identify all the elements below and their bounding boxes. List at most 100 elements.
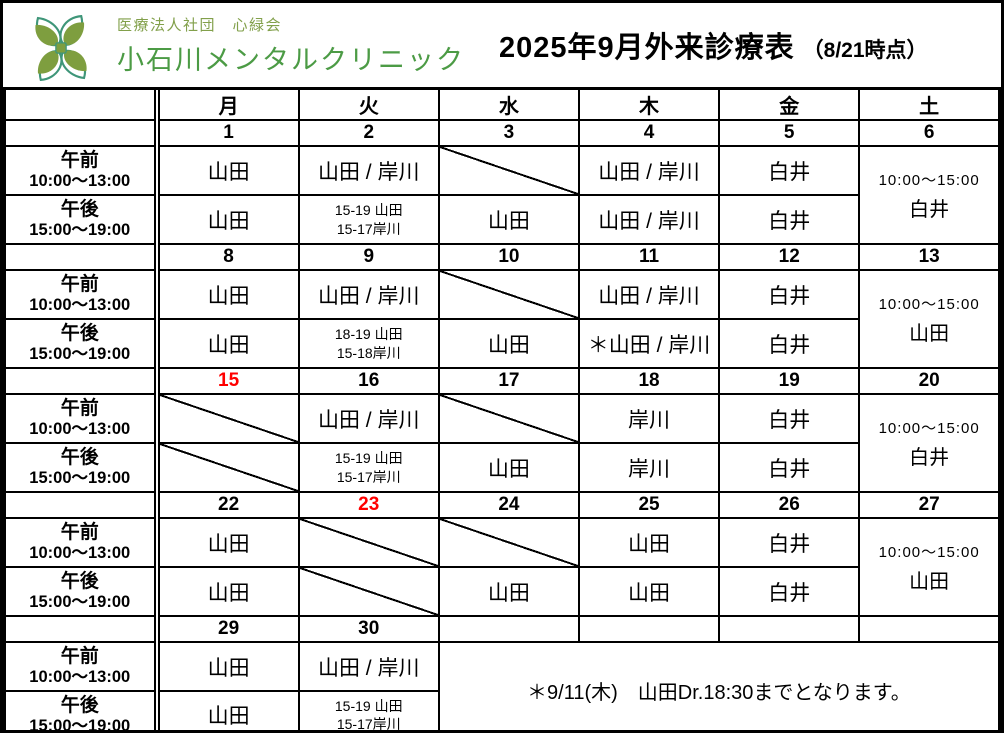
am-row: 午前 10:00～13:00 山田 山田 / 岸川 山田 / 岸川 白井 10:… <box>3 145 1001 245</box>
clinic-logo-icon <box>35 14 87 82</box>
date-cell <box>577 615 721 643</box>
doctor-cell: ＊山田 / 岸川 <box>577 318 721 369</box>
pm-label: 午後 15:00～19:00 <box>3 318 156 369</box>
am-row: 午前 10:00～13:00 山田 山田 白井 10:00～15:00 山田 <box>3 517 1001 617</box>
date-cell <box>858 615 1001 643</box>
saturday-cell: 10:00～15:00 山田 <box>858 517 1001 617</box>
day-header-mon: 月 <box>157 87 300 121</box>
page-title: 2025年9月外来診療表 <box>499 32 795 64</box>
date-row: 8 9 10 11 12 13 <box>3 243 1001 271</box>
org-name: 医療法人社団 心緑会 <box>117 16 283 34</box>
doctor-cell: 白井 <box>718 318 861 369</box>
doctor-cell: 山田 / 岸川 <box>577 145 721 196</box>
closed-cell <box>297 517 440 568</box>
doctor-cell: 山田 <box>157 269 300 320</box>
doctor-cell: 山田 / 岸川 <box>297 393 440 444</box>
date-cell: 17 <box>437 367 580 395</box>
date-cell: 19 <box>718 367 861 395</box>
doctor-cell: 白井 <box>718 145 861 196</box>
closed-cell <box>297 566 440 617</box>
saturday-cell: 10:00～15:00 山田 <box>858 269 1001 369</box>
doctor-cell: 山田 <box>437 194 580 245</box>
day-header-fri: 金 <box>718 87 861 121</box>
doctor-cell: 15-19 山田 15-17岸川 <box>297 442 440 493</box>
date-cell: 24 <box>437 491 580 519</box>
date-cell: 13 <box>858 243 1001 271</box>
as-of-date: （8/21時点） <box>802 39 928 62</box>
doctor-cell: 白井 <box>718 269 861 320</box>
doctor-cell: 山田 <box>577 566 721 617</box>
doctor-cell: 山田 <box>157 690 300 730</box>
footnote: ＊9/11(木) 山田Dr.18:30までとなります。 <box>437 641 1001 730</box>
date-cell: 12 <box>718 243 861 271</box>
page-header: 医療法人社団 心緑会 小石川メンタルクリニック 2025年9月外来診療表 （8/… <box>3 3 1001 87</box>
doctor-cell: 山田 <box>157 566 300 617</box>
pm-label: 午後 15:00～19:00 <box>3 194 156 245</box>
date-cell: 11 <box>577 243 721 271</box>
am-label: 午前 10:00～13:00 <box>3 145 156 196</box>
date-cell: 2 <box>297 119 440 147</box>
doctor-cell: 山田 <box>157 194 300 245</box>
closed-cell <box>437 393 580 444</box>
doctor-cell: 山田 <box>157 641 300 692</box>
date-cell: 26 <box>718 491 861 519</box>
doctor-cell: 山田 <box>157 517 300 568</box>
title-block: 2025年9月外来診療表 （8/21時点） <box>499 24 928 66</box>
date-cell: 6 <box>858 119 1001 147</box>
doctor-cell: 白井 <box>718 517 861 568</box>
doctor-cell: 白井 <box>718 393 861 444</box>
doctor-cell: 山田 / 岸川 <box>297 269 440 320</box>
doctor-cell: 18-19 山田 15-18岸川 <box>297 318 440 369</box>
doctor-cell: 山田 <box>577 517 721 568</box>
pm-row: 午後 15:00～19:00 山田 山田 山田 白井 <box>3 566 1000 617</box>
corner-cell <box>3 87 156 121</box>
date-row: 22 23 24 25 26 27 <box>3 491 1001 519</box>
day-header-row: 月 火 水 木 金 土 <box>3 87 1001 121</box>
schedule-table: 月 火 水 木 金 土 1 2 3 4 5 6 午前 10:00～13:00 山… <box>3 87 1001 730</box>
am-row: 午前 10:00～13:00 山田 山田 / 岸川 ＊9/11(木) 山田Dr.… <box>3 641 1001 730</box>
pm-label: 午後 15:00～19:00 <box>3 690 156 730</box>
doctor-cell: 白井 <box>718 442 861 493</box>
date-cell: 30 <box>297 615 440 643</box>
am-row: 午前 10:00～13:00 山田 / 岸川 岸川 白井 10:00～15:00… <box>3 393 1001 493</box>
date-cell: 9 <box>297 243 440 271</box>
date-cell: 1 <box>157 119 300 147</box>
date-cell: 3 <box>437 119 580 147</box>
date-cell: 29 <box>157 615 300 643</box>
doctor-cell: 山田 <box>437 566 580 617</box>
doctor-cell: 山田 / 岸川 <box>297 641 440 692</box>
day-header-tue: 火 <box>297 87 440 121</box>
saturday-cell: 10:00～15:00 白井 <box>858 393 1001 493</box>
doctor-cell: 山田 / 岸川 <box>577 194 721 245</box>
date-cell-holiday: 23 <box>297 491 440 519</box>
doctor-cell: 山田 <box>157 318 300 369</box>
date-cell <box>718 615 861 643</box>
closed-cell <box>157 442 300 493</box>
am-label: 午前 10:00～13:00 <box>3 393 156 444</box>
am-row: 午前 10:00～13:00 山田 山田 / 岸川 山田 / 岸川 白井 10:… <box>3 269 1001 369</box>
pm-row: 午後 15:00～19:00 山田 18-19 山田 15-18岸川 山田 ＊山田… <box>3 318 1000 369</box>
clinic-name: 小石川メンタルクリニック <box>117 44 465 75</box>
pm-row: 午後 15:00～19:00 山田 15-19 山田 15-17岸川 山田 山田 … <box>3 194 1000 245</box>
pm-label: 午後 15:00～19:00 <box>3 566 156 617</box>
pm-label: 午後 15:00～19:00 <box>3 442 156 493</box>
am-label: 午前 10:00～13:00 <box>3 517 156 568</box>
date-row: 1 2 3 4 5 6 <box>3 119 1001 147</box>
date-cell: 27 <box>858 491 1001 519</box>
date-cell: 18 <box>577 367 721 395</box>
closed-cell <box>437 269 580 320</box>
date-row: 29 30 <box>3 615 1001 643</box>
closed-cell <box>437 517 580 568</box>
date-cell: 20 <box>858 367 1001 395</box>
clinic-identity: 医療法人社団 心緑会 小石川メンタルクリニック <box>117 14 465 77</box>
doctor-cell: 15-19 山田 15-17岸川 <box>297 194 440 245</box>
doctor-cell: 山田 / 岸川 <box>577 269 721 320</box>
doctor-cell: 白井 <box>718 194 861 245</box>
doctor-cell: 岸川 <box>577 442 721 493</box>
doctor-cell: 山田 <box>157 145 300 196</box>
day-header-thu: 木 <box>577 87 721 121</box>
doctor-cell: 白井 <box>718 566 861 617</box>
date-cell: 25 <box>577 491 721 519</box>
doctor-cell: 山田 / 岸川 <box>297 145 440 196</box>
